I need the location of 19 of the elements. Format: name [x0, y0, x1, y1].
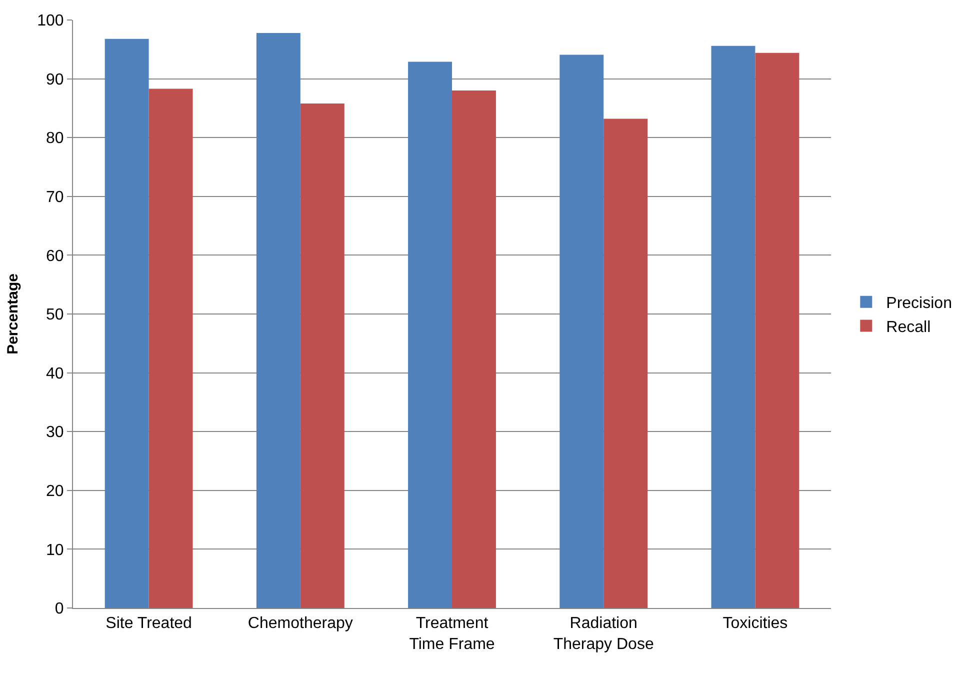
- y-tick-label: 100: [37, 12, 64, 30]
- legend-label: Precision: [886, 295, 952, 312]
- x-tick-label: Chemotherapy: [248, 615, 353, 632]
- y-tick-label: 10: [46, 542, 64, 559]
- y-tick-label: 20: [46, 483, 64, 500]
- y-tick-label: 80: [46, 130, 64, 148]
- legend-label: Recall: [886, 318, 931, 336]
- y-tick-label: 50: [46, 306, 64, 324]
- y-tick-label: 70: [46, 189, 64, 206]
- x-tick-label: Toxicities: [722, 615, 788, 632]
- y-tick-label: 30: [46, 424, 64, 442]
- x-tick-label: Site Treated: [106, 615, 192, 632]
- y-axis-title: Percentage: [4, 274, 22, 354]
- x-tick-label: Treatment Time Frame: [409, 615, 495, 653]
- y-tick-label: 0: [54, 600, 64, 618]
- x-tick-label: Radiation Therapy Dose: [553, 615, 654, 653]
- y-tick-label: 90: [46, 71, 64, 88]
- y-tick-label: 40: [46, 365, 64, 382]
- y-tick-label: 60: [46, 248, 64, 265]
